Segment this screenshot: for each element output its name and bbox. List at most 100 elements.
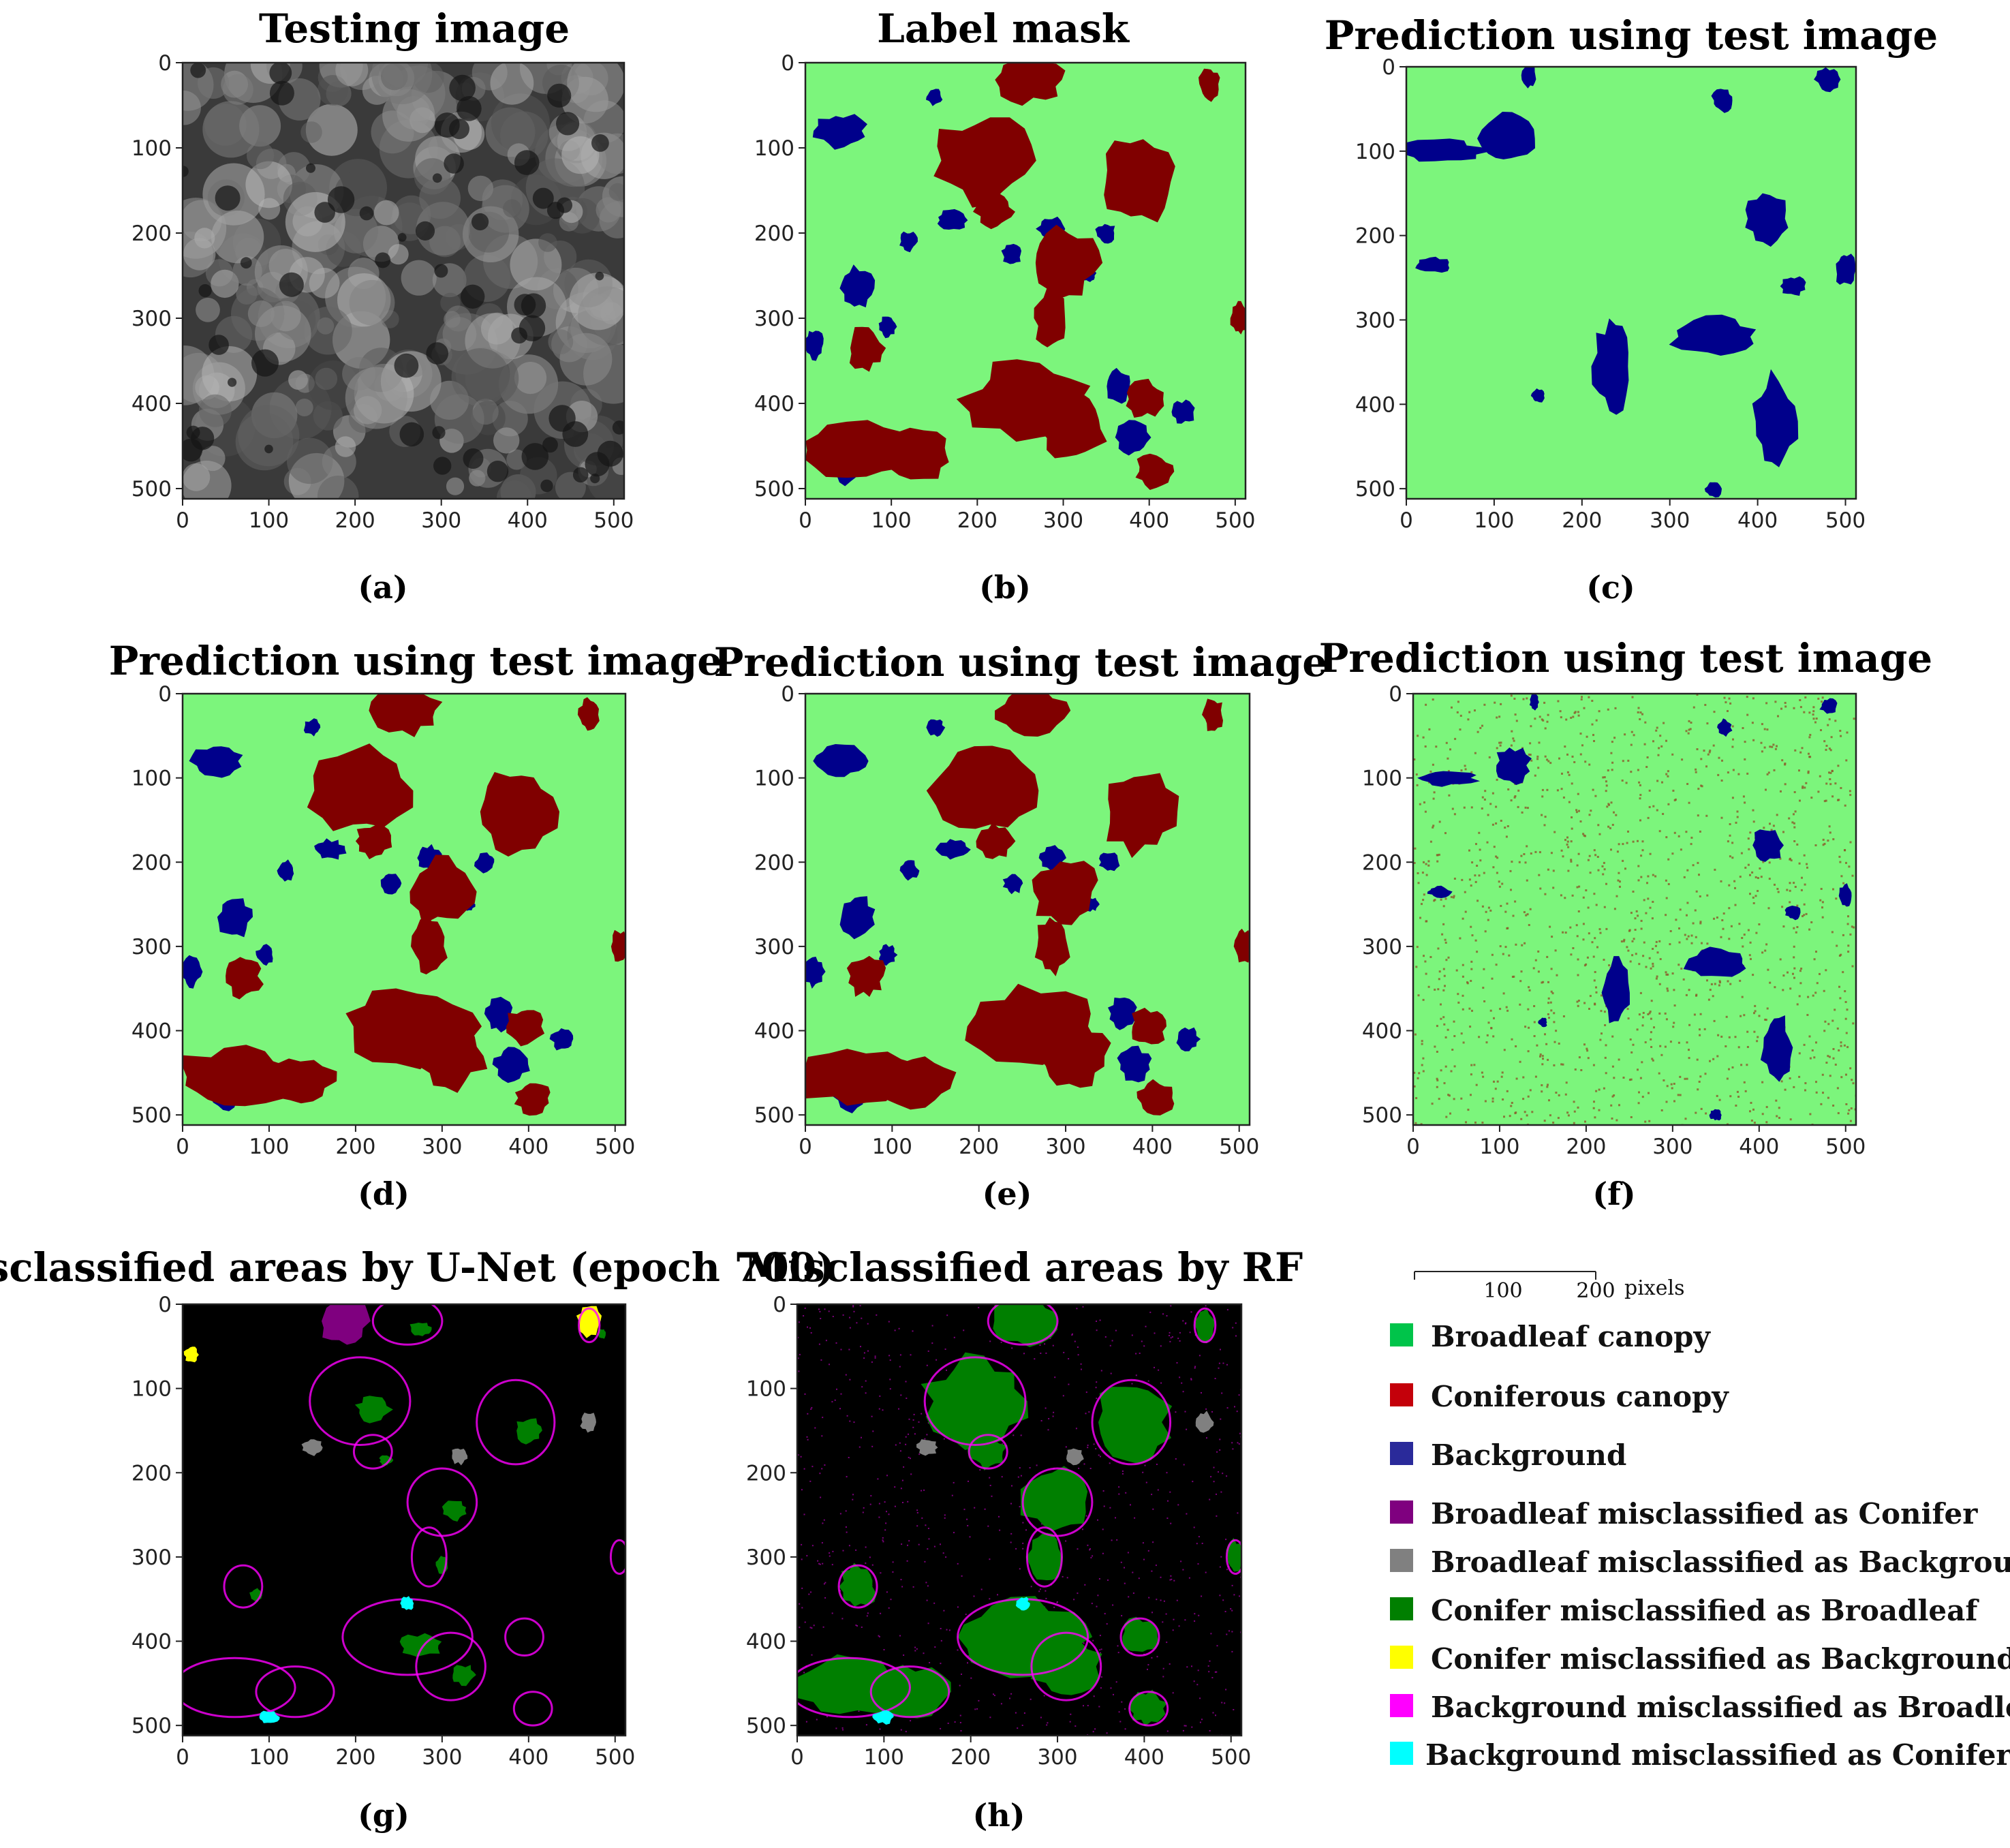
noise-pixel	[1219, 1595, 1221, 1597]
noise-pixel	[1734, 904, 1737, 906]
noise-pixel	[1820, 729, 1822, 731]
noise-pixel	[1498, 880, 1500, 883]
shadow-texture	[519, 315, 546, 341]
boundary-error	[797, 1657, 911, 1719]
noise-pixel	[1043, 1695, 1045, 1697]
noise-pixel	[1519, 1060, 1521, 1063]
noise-pixel	[829, 1555, 831, 1557]
noise-pixel	[1226, 1364, 1228, 1366]
noise-pixel	[1825, 745, 1828, 747]
noise-pixel	[1782, 831, 1784, 833]
shadow-texture	[471, 213, 489, 231]
noise-pixel	[1803, 903, 1806, 906]
noise-pixel	[1796, 843, 1799, 846]
noise-pixel	[1792, 972, 1794, 975]
noise-pixel	[1226, 1633, 1228, 1635]
noise-pixel	[1705, 1112, 1707, 1115]
noise-pixel	[1780, 790, 1782, 792]
noise-pixel	[1160, 1345, 1162, 1347]
noise-pixel	[874, 1357, 876, 1359]
noise-pixel	[1522, 1098, 1525, 1100]
region-blob	[345, 988, 482, 1070]
region-blob	[839, 264, 876, 308]
noise-pixel	[993, 1695, 995, 1697]
region-blob	[369, 694, 443, 737]
noise-pixel	[1422, 1057, 1425, 1060]
noise-pixel	[1844, 849, 1846, 852]
noise-pixel	[1827, 1096, 1829, 1099]
noise-pixel	[1071, 1333, 1073, 1335]
noise-pixel	[1765, 702, 1768, 705]
noise-pixel	[1576, 935, 1579, 938]
noise-pixel	[1622, 859, 1624, 862]
noise-pixel	[1508, 954, 1511, 957]
noise-pixel	[1610, 752, 1613, 754]
noise-pixel	[1416, 784, 1419, 786]
shadow-texture	[432, 173, 442, 183]
noise-pixel	[1690, 942, 1693, 944]
noise-pixel	[804, 1307, 806, 1309]
noise-pixel	[1177, 1338, 1179, 1340]
region-blob	[995, 694, 1071, 737]
noise-pixel	[1073, 1599, 1075, 1601]
noise-pixel	[1089, 1548, 1091, 1550]
noise-pixel	[1483, 968, 1485, 970]
noise-pixel	[1471, 861, 1474, 864]
noise-pixel	[1552, 869, 1555, 872]
noise-pixel	[1447, 757, 1449, 760]
noise-pixel	[1849, 794, 1852, 797]
shadow-texture	[514, 150, 540, 175]
noise-pixel	[1506, 1009, 1509, 1012]
noise-pixel	[826, 1716, 828, 1718]
noise-pixel	[1829, 783, 1832, 786]
crown-texture	[198, 67, 230, 99]
noise-pixel	[823, 1519, 825, 1521]
noise-pixel	[1570, 953, 1573, 956]
noise-pixel	[1782, 989, 1784, 991]
y-tick-label: 100	[1362, 767, 1402, 791]
noise-pixel	[1591, 700, 1594, 702]
noise-pixel	[1156, 1599, 1158, 1601]
region-blob	[452, 1448, 468, 1466]
noise-pixel	[1798, 1075, 1801, 1078]
noise-pixel	[1230, 1608, 1232, 1610]
noise-pixel	[888, 1607, 890, 1609]
noise-pixel	[892, 1571, 894, 1573]
noise-pixel	[1128, 1596, 1130, 1598]
noise-pixel	[1527, 1095, 1530, 1098]
crown-texture	[608, 183, 624, 201]
noise-pixel	[1095, 1448, 1097, 1450]
noise-pixel	[1750, 1120, 1753, 1122]
region-blob	[1122, 1616, 1160, 1652]
region-blob	[1521, 67, 1536, 89]
noise-pixel	[1555, 1030, 1558, 1032]
legend-item: Conifer misclassified as Broadleaf	[1390, 1594, 1979, 1627]
noise-pixel	[1502, 992, 1505, 995]
crown-texture	[232, 256, 262, 286]
noise-pixel	[1813, 958, 1816, 961]
noise-pixel	[898, 1327, 900, 1329]
noise-pixel	[1500, 820, 1502, 822]
noise-pixel	[1162, 1667, 1164, 1669]
crown-texture	[569, 273, 624, 330]
noise-pixel	[1216, 1671, 1218, 1673]
noise-pixel	[1610, 848, 1612, 851]
noise-pixel	[968, 1655, 970, 1657]
noise-pixel	[1722, 912, 1725, 915]
noise-pixel	[1511, 861, 1513, 863]
y-tick-label: 500	[754, 1103, 794, 1128]
noise-pixel	[1749, 874, 1751, 876]
region-blob	[1601, 956, 1630, 1023]
noise-pixel	[1743, 1081, 1746, 1083]
noise-pixel	[1566, 753, 1568, 756]
noise-pixel	[910, 1458, 911, 1460]
noise-pixel	[1698, 1081, 1701, 1083]
noise-pixel	[1144, 1464, 1146, 1466]
shadow-texture	[434, 264, 448, 278]
noise-pixel	[1511, 730, 1513, 733]
shadow-texture	[557, 197, 572, 213]
noise-pixel	[1464, 910, 1467, 913]
region-blob	[1233, 928, 1250, 963]
noise-pixel	[902, 1502, 903, 1503]
noise-pixel	[1568, 773, 1571, 776]
